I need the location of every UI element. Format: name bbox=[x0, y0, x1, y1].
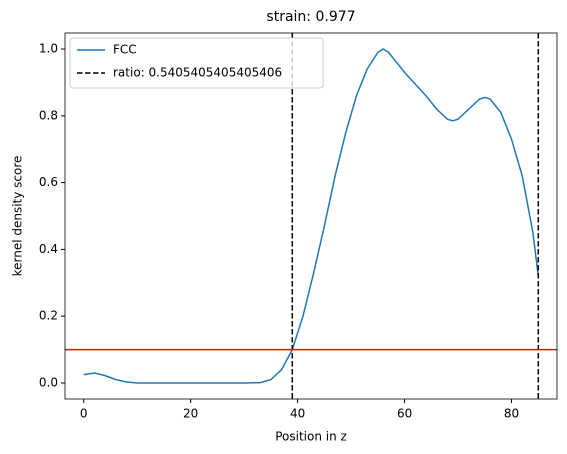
plot-frame bbox=[64, 32, 558, 400]
chart-title: strain: 0.977 bbox=[266, 9, 355, 25]
legend-label: ratio: 0.5405405405405406 bbox=[113, 66, 282, 80]
x-tick-label: 60 bbox=[397, 407, 412, 421]
x-tick-label: 80 bbox=[504, 407, 519, 421]
legend-box bbox=[69, 37, 324, 89]
y-tick-label: 0.2 bbox=[39, 309, 58, 323]
x-axis-label: Position in z bbox=[275, 430, 347, 444]
x-tick-label: 40 bbox=[290, 407, 305, 421]
line-series bbox=[83, 48, 540, 384]
x-tick-label: 20 bbox=[183, 407, 198, 421]
y-tick-label: 1.0 bbox=[39, 42, 58, 56]
y-tick-label: 0.8 bbox=[39, 108, 58, 122]
y-tick-label: 0.0 bbox=[39, 375, 58, 389]
x-tick-label: 0 bbox=[80, 407, 88, 421]
y-axis-label: kernel density score bbox=[11, 156, 25, 277]
legend: FCC ratio: 0.5405405405405406 bbox=[69, 37, 324, 89]
y-tick-label: 0.6 bbox=[39, 175, 58, 189]
legend-label: FCC bbox=[113, 43, 137, 57]
y-tick-label: 0.4 bbox=[39, 242, 58, 256]
